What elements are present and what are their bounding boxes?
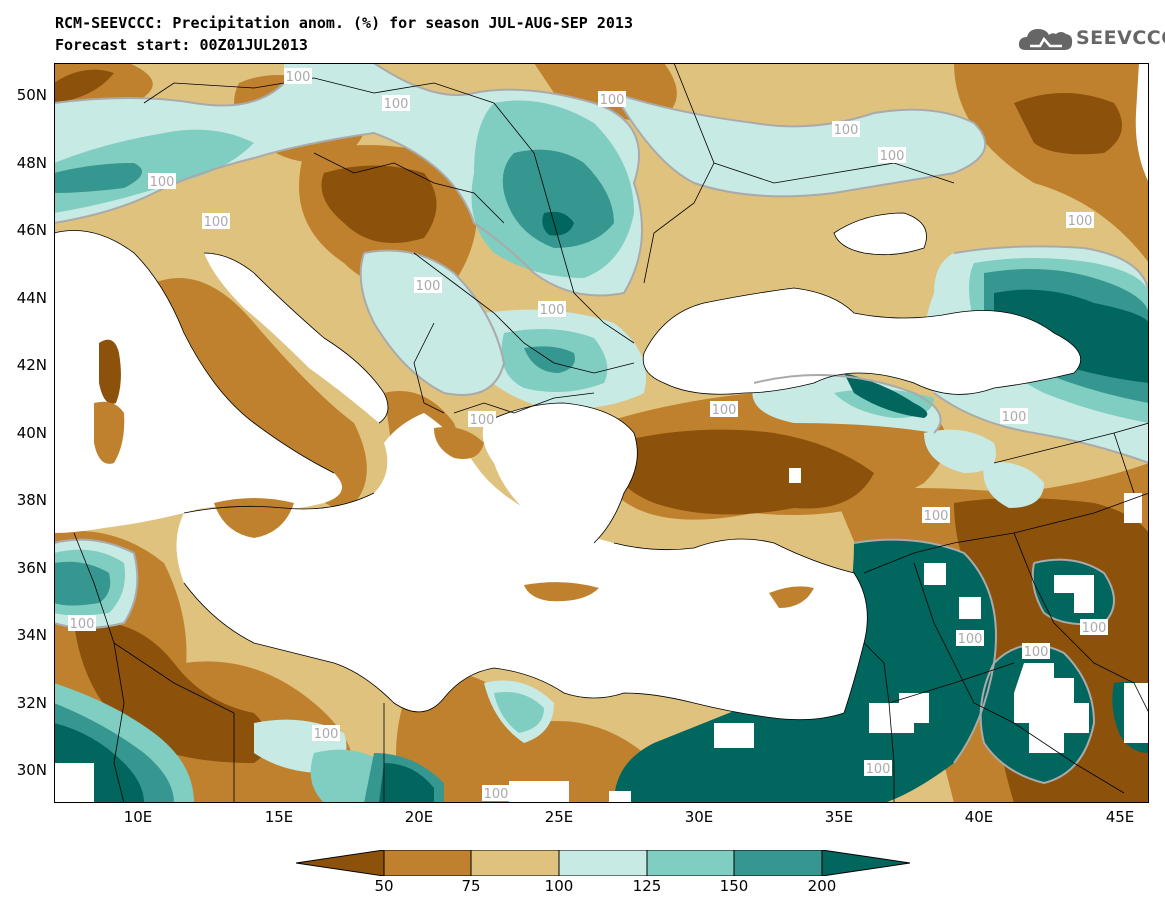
contour-label: 100 <box>284 68 312 85</box>
contour-label: 100 <box>414 277 442 294</box>
svg-text:100: 100 <box>600 93 625 108</box>
colorbar-segment-above-200 <box>821 850 911 876</box>
svg-text:100: 100 <box>416 279 441 294</box>
contour-label: 100 <box>1022 643 1050 660</box>
country-borders <box>54 63 1149 803</box>
svg-text:100: 100 <box>484 787 509 802</box>
lat-label-44n: 44N <box>16 289 47 307</box>
contour-label: 100 <box>878 147 906 164</box>
colorbar-label-150: 150 <box>719 877 749 895</box>
colorbar-segment-75-100 <box>470 850 560 876</box>
contour-label: 100 <box>538 301 566 318</box>
svg-text:100: 100 <box>70 617 95 632</box>
lon-label-30e: 30E <box>684 808 714 826</box>
lat-label-30n: 30N <box>16 761 47 779</box>
lat-label-36n: 36N <box>16 559 47 577</box>
seevccc-logo: SEEVCCC <box>1018 24 1165 54</box>
lat-label-40n: 40N <box>16 424 47 442</box>
colorbar-label-100: 100 <box>544 877 574 895</box>
precipitation-anomaly-map: 100 100 100 100 100 100 100 100 100 100 … <box>54 63 1149 803</box>
lon-label-45e: 45E <box>1105 808 1135 826</box>
colorbar-segment-50-75 <box>383 850 472 876</box>
contour-label: 100 <box>482 785 510 802</box>
lon-label-15e: 15E <box>264 808 294 826</box>
contour-label: 100 <box>1066 212 1094 229</box>
islands <box>94 339 814 608</box>
contour-label: 100 <box>1000 408 1028 425</box>
contour-label: 100 <box>382 95 410 112</box>
lat-label-34n: 34N <box>16 626 47 644</box>
svg-text:100: 100 <box>540 303 565 318</box>
svg-text:100: 100 <box>1068 214 1093 229</box>
colorbar-segment-150-200 <box>733 850 823 876</box>
svg-text:100: 100 <box>1082 621 1107 636</box>
svg-text:100: 100 <box>1024 645 1049 660</box>
lon-label-40e: 40E <box>964 808 994 826</box>
anomaly-above-200-regions <box>54 211 1149 803</box>
colorbar <box>296 850 911 876</box>
svg-text:100: 100 <box>150 175 175 190</box>
map-frame <box>54 63 1149 803</box>
lon-label-10e: 10E <box>123 808 153 826</box>
contour-label: 100 <box>832 121 860 138</box>
lat-label-48n: 48N <box>16 154 47 172</box>
svg-text:100: 100 <box>924 509 949 524</box>
colorbar-segment-125-150 <box>646 850 735 876</box>
lat-label-38n: 38N <box>16 491 47 509</box>
svg-text:100: 100 <box>958 632 983 647</box>
contour-label: 100 <box>68 615 96 632</box>
lat-label-32n: 32N <box>16 694 47 712</box>
colorbar-label-200: 200 <box>807 877 837 895</box>
svg-text:100: 100 <box>1002 410 1027 425</box>
logo-text: SEEVCCC <box>1076 27 1165 49</box>
contour-100-lines <box>54 63 1149 785</box>
svg-text:100: 100 <box>866 762 891 777</box>
svg-text:100: 100 <box>470 413 495 428</box>
svg-text:100: 100 <box>880 149 905 164</box>
lon-label-35e: 35E <box>824 808 854 826</box>
lat-label-46n: 46N <box>16 221 47 239</box>
contour-label: 100 <box>922 507 950 524</box>
svg-text:100: 100 <box>384 97 409 112</box>
svg-text:100: 100 <box>204 215 229 230</box>
contour-label: 100 <box>710 401 738 418</box>
colorbar-label-125: 125 <box>632 877 662 895</box>
contour-label: 100 <box>312 725 340 742</box>
lon-label-20e: 20E <box>404 808 434 826</box>
colorbar-label-50: 50 <box>374 877 394 895</box>
lon-label-25e: 25E <box>544 808 574 826</box>
contour-label: 100 <box>468 411 496 428</box>
colorbar-segment-100-125 <box>558 850 648 876</box>
svg-text:100: 100 <box>834 123 859 138</box>
contour-label: 100 <box>202 213 230 230</box>
colorbar-label-75: 75 <box>461 877 481 895</box>
contour-labels: 100 100 100 100 100 100 100 100 100 100 … <box>68 68 1108 802</box>
svg-text:100: 100 <box>286 70 311 85</box>
contour-label: 100 <box>1080 619 1108 636</box>
contour-label: 100 <box>864 760 892 777</box>
lat-label-50n: 50N <box>16 86 47 104</box>
lat-label-42n: 42N <box>16 356 47 374</box>
svg-text:100: 100 <box>712 403 737 418</box>
contour-label: 100 <box>598 91 626 108</box>
sea-areas <box>54 63 1149 803</box>
contour-label: 100 <box>148 173 176 190</box>
contour-label: 100 <box>956 630 984 647</box>
cloud-icon <box>1018 29 1073 50</box>
svg-text:100: 100 <box>314 727 339 742</box>
map-title: RCM-SEEVCCC: Precipitation anom. (%) for… <box>55 14 633 32</box>
colorbar-segment-below-50 <box>296 850 385 876</box>
forecast-start: Forecast start: 00Z01JUL2013 <box>55 36 308 54</box>
